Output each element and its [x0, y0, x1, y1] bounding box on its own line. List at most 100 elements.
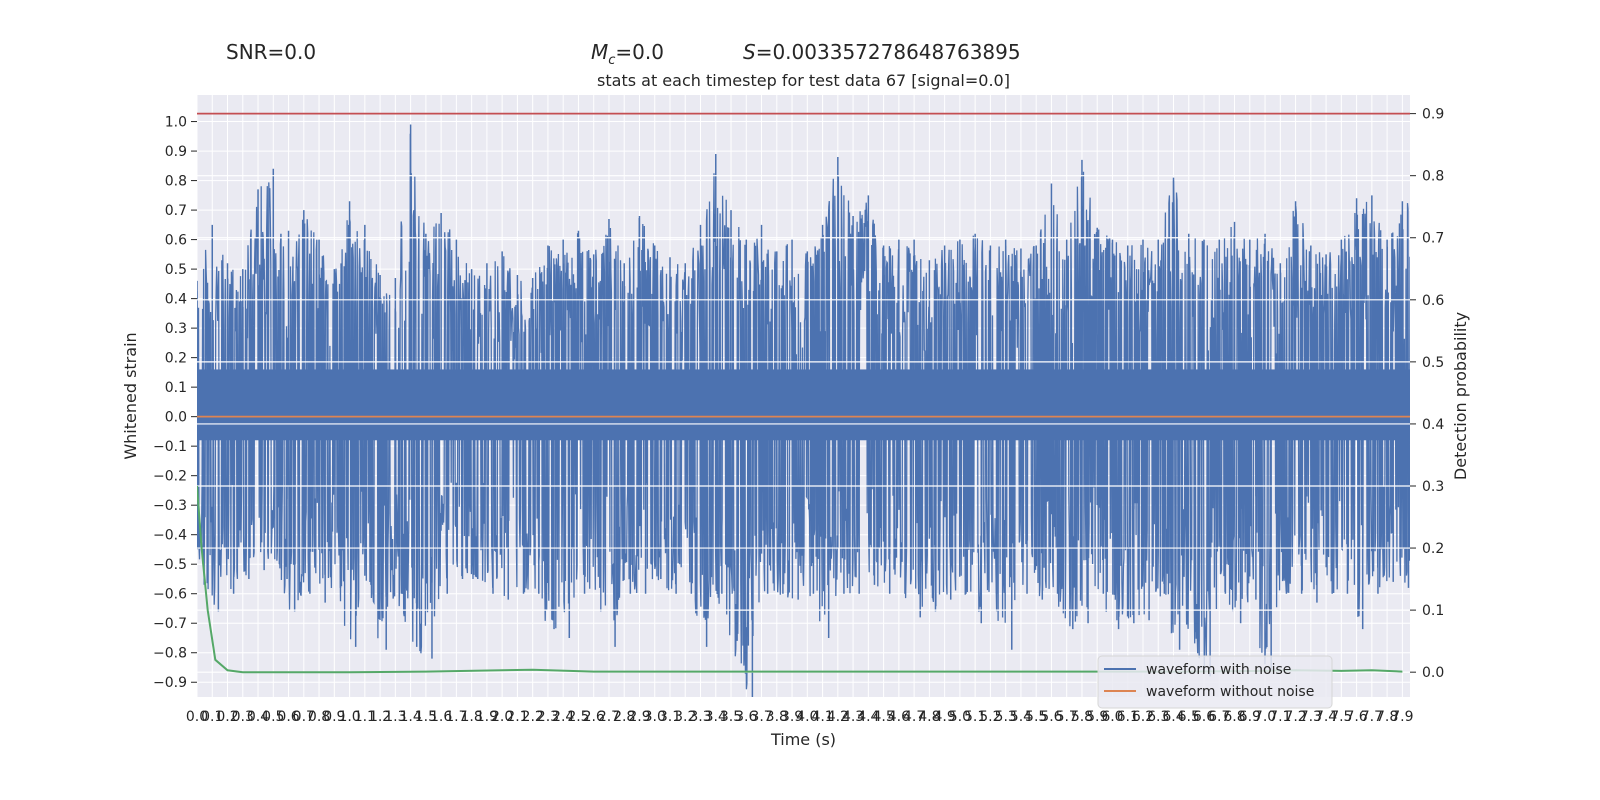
right-y-tick-label: 0.6	[1422, 293, 1444, 309]
x-tick-label: 1.5	[415, 709, 437, 725]
y-tick-label: 1.0	[165, 115, 187, 131]
x-tick-label: 2.1	[506, 709, 528, 725]
x-tick-label: 5.0	[949, 709, 971, 725]
y-tick-label: 0.0	[165, 410, 187, 426]
x-tick-label: 7.2	[1284, 709, 1306, 725]
x-tick-label: 2.3	[537, 709, 559, 725]
x-tick-label: 1.7	[445, 709, 467, 725]
x-tick-label: 7.7	[1361, 709, 1383, 725]
x-tick-label: 4.7	[903, 709, 925, 725]
legend-label: waveform with noise	[1146, 662, 1291, 678]
right-y-tick-label: 0.1	[1422, 603, 1444, 619]
x-tick-label: 6.6	[1193, 709, 1215, 725]
x-tick-label: 3.0	[644, 709, 666, 725]
right-y-tick-label: 0.2	[1422, 541, 1444, 557]
x-tick-label: 2.4	[552, 709, 574, 725]
x-tick-label: 3.7	[750, 709, 772, 725]
x-tick-label: 7.0	[1254, 709, 1276, 725]
y-tick-label: 0.3	[165, 321, 187, 337]
x-tick-label: 0.1	[201, 709, 223, 725]
x-tick-label: 4.3	[842, 709, 864, 725]
x-tick-label: 5.3	[995, 709, 1017, 725]
x-tick-label: 5.5	[1025, 709, 1047, 725]
y-tick-label: 0.1	[165, 380, 187, 396]
x-tick-label: 3.2	[674, 709, 696, 725]
x-tick-label: 5.4	[1010, 709, 1032, 725]
x-tick-label: 7.4	[1315, 709, 1337, 725]
y-tick-label: 0.4	[165, 292, 187, 308]
right-y-tick-label: 0.5	[1422, 355, 1444, 371]
x-tick-label: 2.7	[598, 709, 620, 725]
x-tick-label: 1.0	[338, 709, 360, 725]
x-tick-label: 2.9	[628, 709, 650, 725]
x-tick-label: 1.3	[384, 709, 406, 725]
x-tick-label: 1.1	[354, 709, 376, 725]
x-tick-label: 2.8	[613, 709, 635, 725]
x-tick-label: 4.0	[796, 709, 818, 725]
x-tick-label: 5.1	[964, 709, 986, 725]
x-tick-label: 6.9	[1239, 709, 1261, 725]
x-axis-label: Time (s)	[770, 730, 836, 749]
y-tick-label: −0.6	[153, 587, 187, 603]
y-tick-label: 0.2	[165, 351, 187, 367]
right-y-tick-label: 0.7	[1422, 231, 1444, 247]
right-y-axis-label: Detection probability	[1451, 312, 1470, 480]
x-tick-label: 6.5	[1178, 709, 1200, 725]
x-tick-label: 7.1	[1269, 709, 1291, 725]
x-tick-label: 0.3	[232, 709, 254, 725]
right-y-tick-label: 0.0	[1422, 665, 1444, 681]
x-tick-label: 3.8	[766, 709, 788, 725]
x-tick-label: 3.1	[659, 709, 681, 725]
x-tick-label: 6.4	[1162, 709, 1184, 725]
x-tick-label: 1.8	[461, 709, 483, 725]
y-tick-label: 0.9	[165, 144, 187, 160]
legend-label: waveform without noise	[1146, 684, 1314, 700]
y-tick-label: −0.9	[153, 675, 187, 691]
x-tick-label: 4.1	[811, 709, 833, 725]
chart-title: stats at each timestep for test data 67 …	[597, 71, 1010, 90]
x-tick-label: 3.9	[781, 709, 803, 725]
x-tick-label: 0.0	[186, 709, 208, 725]
x-tick-label: 2.2	[522, 709, 544, 725]
y-tick-label: −0.4	[153, 528, 187, 544]
x-tick-label: 6.8	[1223, 709, 1245, 725]
score-label: S=0.003357278648763895	[743, 40, 1021, 64]
y-tick-label: −0.3	[153, 498, 187, 514]
x-tick-label: 4.9	[934, 709, 956, 725]
x-tick-label: 0.2	[216, 709, 238, 725]
right-y-tick-label: 0.8	[1422, 169, 1444, 185]
x-tick-label: 4.6	[888, 709, 910, 725]
y-tick-label: 0.8	[165, 174, 187, 190]
x-tick-label: 4.4	[857, 709, 879, 725]
waveform-dense-band	[197, 369, 1410, 441]
x-tick-label: 0.9	[323, 709, 345, 725]
legend: waveform with noise waveform without nois…	[1097, 655, 1333, 709]
right-y-tick-label: 0.4	[1422, 417, 1444, 433]
x-tick-label: 5.9	[1086, 709, 1108, 725]
x-tick-label: 5.6	[1040, 709, 1062, 725]
x-tick-label: 1.9	[476, 709, 498, 725]
x-tick-label: 7.3	[1300, 709, 1322, 725]
x-tick-label: 1.6	[430, 709, 452, 725]
y-tick-label: −0.2	[153, 469, 187, 485]
x-tick-label: 6.7	[1208, 709, 1230, 725]
right-y-tick-label: 0.3	[1422, 479, 1444, 495]
y-tick-label: −0.1	[153, 439, 187, 455]
x-tick-label: 0.7	[293, 709, 315, 725]
x-tick-label: 6.1	[1117, 709, 1139, 725]
x-tick-label: 5.8	[1071, 709, 1093, 725]
x-tick-label: 3.5	[720, 709, 742, 725]
legend-box	[1097, 655, 1333, 709]
x-tick-label: 6.2	[1132, 709, 1154, 725]
y-tick-label: 0.5	[165, 262, 187, 278]
x-tick-label: 3.3	[689, 709, 711, 725]
y-tick-label: −0.5	[153, 557, 187, 573]
x-tick-label: 5.7	[1056, 709, 1078, 725]
snr-label: SNR=0.0	[226, 40, 317, 64]
x-tick-label: 1.2	[369, 709, 391, 725]
x-tick-label: 1.4	[399, 709, 421, 725]
x-tick-label: 7.6	[1345, 709, 1367, 725]
x-tick-label: 2.0	[491, 709, 513, 725]
x-tick-label: 3.4	[705, 709, 727, 725]
x-tick-label: 7.5	[1330, 709, 1352, 725]
